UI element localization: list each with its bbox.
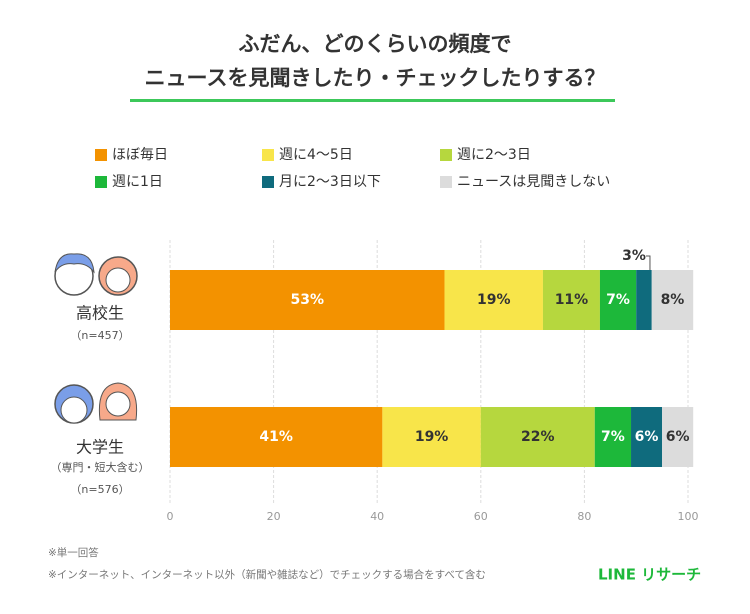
x-tick-label: 0 <box>167 510 174 523</box>
brand: LINE リサーチ <box>598 566 701 584</box>
bar-segment <box>382 407 481 467</box>
legend-label: ほぼ毎日 <box>112 147 168 163</box>
category-label: 大学生 <box>76 438 124 457</box>
x-tick-label: 80 <box>577 510 591 523</box>
value-label: 11% <box>555 292 589 308</box>
value-label: 6% <box>635 429 659 445</box>
legend-label: 週に1日 <box>112 174 163 190</box>
value-label: 7% <box>601 429 625 445</box>
legend-label: 週に2～3日 <box>457 147 531 163</box>
title: ふだん、どのくらいの頻度で <box>239 32 512 56</box>
value-label: 19% <box>477 292 511 308</box>
category-note: （n=457） <box>70 329 129 342</box>
x-tick-label: 60 <box>474 510 488 523</box>
legend-label: 週に4～5日 <box>279 147 353 163</box>
title-underline <box>130 99 615 102</box>
bar-segment <box>599 270 637 330</box>
value-label: 19% <box>415 429 449 445</box>
leader-line <box>645 255 651 270</box>
bar-segment <box>170 407 383 467</box>
x-tick-label: 40 <box>370 510 384 523</box>
legend-swatch <box>262 149 274 161</box>
legend-label: 月に2～3日以下 <box>279 174 381 190</box>
bar-segment <box>170 270 445 330</box>
value-label: 41% <box>259 429 293 445</box>
bar-segment <box>594 407 632 467</box>
x-tick-label: 100 <box>678 510 699 523</box>
category-note: （専門・短大含む） <box>51 460 150 474</box>
bar-segment <box>662 407 694 467</box>
footnote: ※インターネット、インターネット以外（新聞や雑誌など）でチェックする場合をすべて… <box>48 568 486 581</box>
legend-swatch <box>95 149 107 161</box>
value-label: 8% <box>661 292 685 308</box>
category-note: （n=576） <box>70 483 129 496</box>
bar-segment <box>631 407 663 467</box>
x-tick-label: 20 <box>267 510 281 523</box>
value-label: 22% <box>521 429 555 445</box>
footnote: ※単一回答 <box>48 546 99 559</box>
icons <box>54 253 138 424</box>
value-label: 7% <box>606 292 630 308</box>
legend-swatch <box>440 176 452 188</box>
value-label: 53% <box>291 292 325 308</box>
value-label: 6% <box>666 429 690 445</box>
category-label: 高校生 <box>76 304 124 323</box>
legend-label: ニュースは見聞きしない <box>457 174 610 190</box>
value-label: 3% <box>622 248 646 264</box>
legend-swatch <box>262 176 274 188</box>
title: ニュースを見聞きしたり・チェックしたりする？ <box>145 66 606 90</box>
bar-segment <box>651 270 694 330</box>
legend-swatch <box>95 176 107 188</box>
bar-segment <box>542 270 600 330</box>
bar-segment <box>636 270 652 330</box>
bar-segment <box>480 407 595 467</box>
bar-segment <box>444 270 543 330</box>
legend-swatch <box>440 149 452 161</box>
